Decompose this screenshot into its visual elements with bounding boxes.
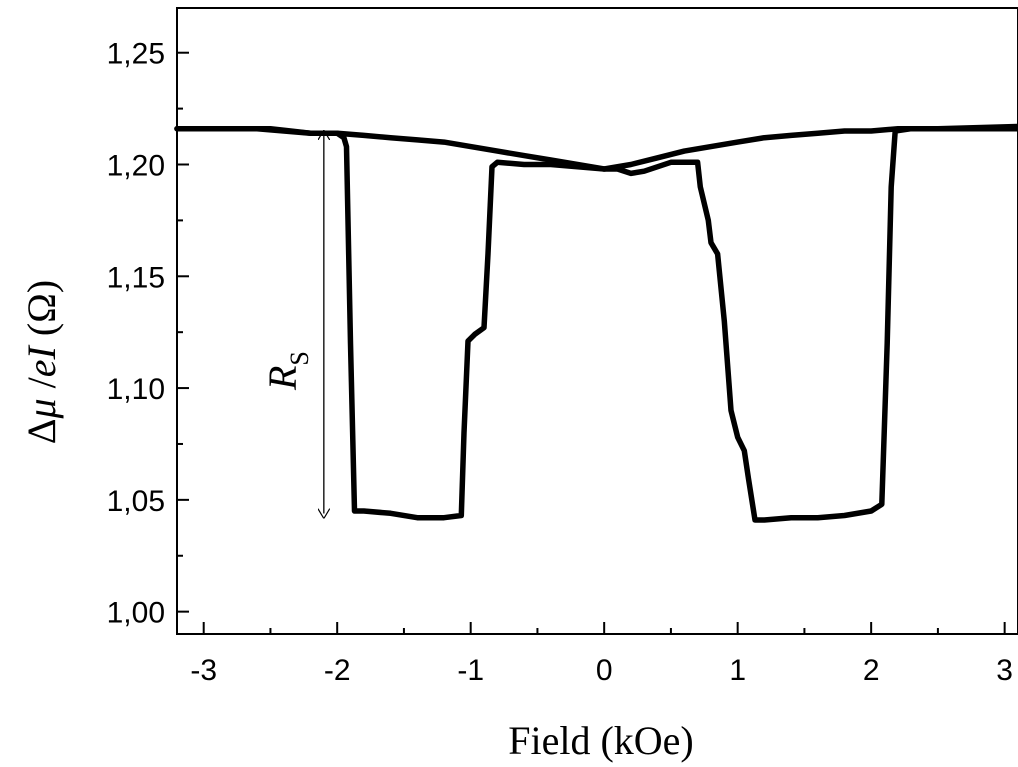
x-tick-label: 2	[863, 654, 880, 687]
series-line-2	[174, 123, 1018, 172]
y-tick-label: 1,20	[107, 150, 165, 183]
plot-frame	[176, 7, 1018, 635]
x-tick-label: 0	[596, 654, 613, 687]
y-axis-unit: (Ω)	[19, 280, 64, 346]
y-axis-title: Δμ /eI (Ω)	[19, 280, 64, 444]
y-axis-I: I	[19, 345, 64, 361]
y-axis-slash: /	[19, 376, 64, 398]
series-layer	[174, 123, 1018, 523]
rs-label: RS	[260, 351, 314, 391]
y-axis-e: e	[19, 360, 64, 378]
rs-annotation: RS	[260, 135, 324, 513]
rs-subscript: S	[285, 351, 314, 365]
y-tick-label: 1,15	[107, 261, 165, 294]
y-axis-ticks: 1,00 1,05 1,10 1,15 1,20 1,25	[107, 38, 189, 630]
series-line-1	[174, 125, 1018, 523]
y-axis-delta: Δ	[19, 418, 64, 444]
x-tick-label: -2	[324, 654, 351, 687]
x-tick-label: 1	[729, 654, 746, 687]
x-tick-label: 3	[996, 654, 1013, 687]
rs-symbol: R	[260, 366, 305, 391]
y-tick-label: 1,25	[107, 38, 165, 71]
y-tick-label: 1,00	[107, 597, 165, 630]
y-tick-label: 1,05	[107, 485, 165, 518]
x-axis-ticks: -3 -2 -1 0 1 2 3	[190, 622, 1013, 687]
y-axis-mu: μ	[19, 398, 64, 419]
y-tick-label: 1,10	[107, 373, 165, 406]
x-tick-label: -3	[190, 654, 217, 687]
x-axis-title: Field (kOe)	[508, 718, 694, 763]
x-tick-label: -1	[457, 654, 484, 687]
